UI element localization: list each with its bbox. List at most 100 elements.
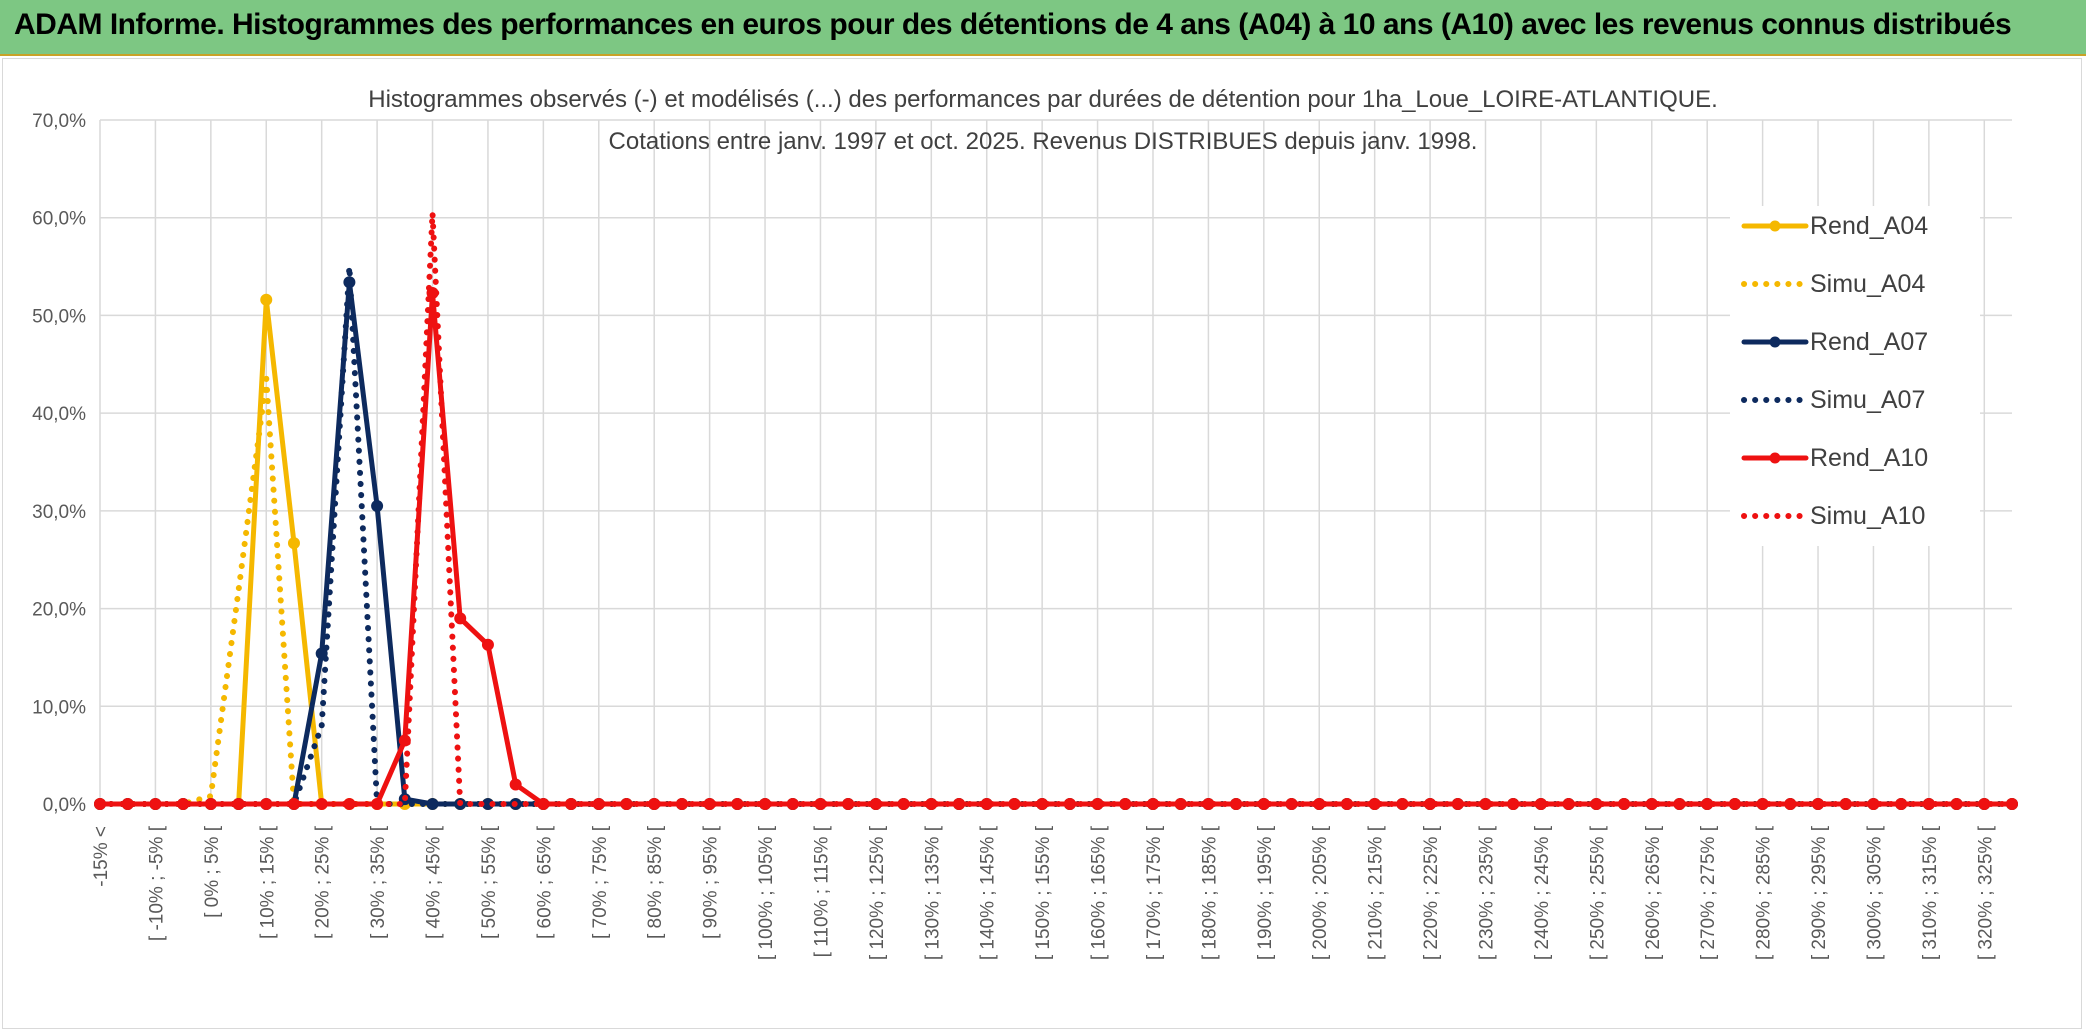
data-point-rend_a10 <box>592 798 605 810</box>
legend-item-rend_a04: Rend_A04 <box>1730 206 1980 246</box>
x-tick-label: [ 170% ; 175% [ <box>1144 825 1165 960</box>
data-point-rend_a10 <box>1812 798 1825 810</box>
x-tick-label: [ 250% ; 255% [ <box>1587 825 1608 960</box>
data-point-rend_a10 <box>1784 798 1797 810</box>
legend-label: Rend_A04 <box>1810 212 1929 240</box>
data-point-rend_a10 <box>1451 798 1464 810</box>
x-tick-label: [ 110% ; 115% [ <box>811 825 832 957</box>
data-point-rend_a07 <box>426 798 439 810</box>
data-point-rend_a10 <box>1756 798 1769 810</box>
legend-label: Simu_A07 <box>1810 386 1926 414</box>
x-tick-label: [ 60% ; 65% [ <box>534 825 555 939</box>
data-point-rend_a10 <box>509 778 522 791</box>
x-tick-label: [ 150% ; 155% [ <box>1033 825 1054 960</box>
series-line-rend_a10 <box>97 290 2015 807</box>
data-point-rend_a10 <box>1978 798 1991 810</box>
x-tick-label: [ 220% ; 225% [ <box>1421 825 1442 960</box>
x-tick-label: [ 190% ; 195% [ <box>1255 825 1276 960</box>
data-point-rend_a07 <box>343 276 356 289</box>
legend-item-rend_a07: Rend_A07 <box>1730 322 1980 362</box>
data-point-rend_a10 <box>980 798 993 810</box>
data-point-rend_a10 <box>1119 798 1132 810</box>
data-point-rend_a10 <box>842 798 855 810</box>
data-point-rend_a10 <box>1230 798 1243 810</box>
chart-frame <box>2 58 2082 1029</box>
chart-legend: Rend_A04 Simu_A04 Rend_A07 Simu_A07 Rend_A10… <box>1730 206 1980 546</box>
x-tick-label: [ 310% ; 315% [ <box>1920 825 1941 960</box>
legend-swatch <box>1741 397 1809 403</box>
data-point-rend_a10 <box>398 734 411 747</box>
data-point-rend_a10 <box>177 798 190 810</box>
data-point-rend_a07 <box>315 647 328 660</box>
x-tick-label: [ 130% ; 135% [ <box>922 825 943 960</box>
legend-item-rend_a10: Rend_A10 <box>1730 438 1980 478</box>
series-line-simu_a07 <box>97 263 2015 807</box>
legend-item-simu_a10: Simu_A10 <box>1730 496 1980 536</box>
data-point-rend_a10 <box>1895 798 1908 810</box>
data-point-rend_a10 <box>1424 798 1437 810</box>
data-point-rend_a10 <box>703 798 716 810</box>
data-point-rend_a10 <box>1008 798 1021 810</box>
series-line-rend_a04 <box>97 297 2015 807</box>
data-point-rend_a10 <box>565 798 578 810</box>
x-tick-label: [ 0% ; 5% [ <box>202 825 223 918</box>
data-point-rend_a04 <box>260 293 273 306</box>
legend-swatch <box>1741 220 1809 232</box>
x-tick-label: [ 210% ; 215% [ <box>1366 825 1387 960</box>
x-tick-label: [ 70% ; 75% [ <box>590 825 611 939</box>
x-tick-label: [ 230% ; 235% [ <box>1477 825 1498 960</box>
data-point-rend_a10 <box>648 798 661 810</box>
data-point-rend_a10 <box>1479 798 1492 810</box>
data-point-rend_a10 <box>121 798 134 810</box>
data-point-rend_a10 <box>1867 798 1880 810</box>
data-point-rend_a10 <box>1839 798 1852 810</box>
data-point-rend_a10 <box>260 798 273 810</box>
data-point-rend_a10 <box>204 798 217 810</box>
data-point-rend_a10 <box>315 798 328 810</box>
data-point-rend_a04 <box>287 537 300 550</box>
x-tick-label: [ 30% ; 35% [ <box>368 825 389 939</box>
data-point-rend_a10 <box>814 798 827 810</box>
data-point-rend_a10 <box>620 798 633 810</box>
x-tick-label: [ 40% ; 45% [ <box>424 825 445 939</box>
x-tick-label: [ 260% ; 265% [ <box>1643 825 1664 960</box>
data-point-rend_a10 <box>1091 798 1104 810</box>
data-point-rend_a10 <box>1507 798 1520 810</box>
legend-label: Rend_A10 <box>1810 444 1929 472</box>
x-tick-label: [ 280% ; 285% [ <box>1754 825 1775 960</box>
y-tick-label: 0,0% <box>43 795 86 816</box>
data-point-rend_a10 <box>1922 798 1935 810</box>
legend-swatch <box>1741 452 1809 464</box>
data-point-rend_a10 <box>426 286 439 299</box>
data-point-rend_a10 <box>232 798 245 810</box>
data-point-rend_a10 <box>149 798 162 810</box>
x-tick-label: [ 160% ; 165% [ <box>1089 825 1110 960</box>
data-point-rend_a10 <box>1340 798 1353 810</box>
y-tick-label: 10,0% <box>32 697 86 718</box>
data-point-rend_a10 <box>1063 798 1076 810</box>
data-point-rend_a10 <box>371 798 384 810</box>
x-tick-label: [ 320% ; 325% [ <box>1975 825 1996 960</box>
data-point-rend_a10 <box>1146 798 1159 810</box>
chart-subtitle: Cotations entre janv. 1997 et oct. 2025.… <box>608 128 1478 155</box>
data-point-rend_a10 <box>1174 798 1187 810</box>
y-tick-label: 40,0% <box>32 404 86 425</box>
data-point-rend_a10 <box>1202 798 1215 810</box>
x-tick-label: [ 140% ; 145% [ <box>978 825 999 960</box>
y-tick-label: 60,0% <box>32 209 86 230</box>
report-title: ADAM Informe. Histogrammes des performan… <box>14 8 2012 41</box>
legend-label: Rend_A07 <box>1810 328 1929 356</box>
x-tick-label: [ -10% ; -5% [ <box>146 825 167 941</box>
x-tick-label: [ 80% ; 85% [ <box>645 825 666 939</box>
data-point-rend_a10 <box>1368 798 1381 810</box>
data-point-rend_a10 <box>869 798 882 810</box>
data-point-rend_a10 <box>1645 798 1658 810</box>
series-line-rend_a07 <box>97 279 2015 807</box>
x-tick-label: [ 180% ; 185% [ <box>1199 825 1220 960</box>
report-banner: ADAM Informe. Histogrammes des performan… <box>0 0 2086 56</box>
x-tick-label: [ 300% ; 305% [ <box>1864 825 1885 960</box>
legend-swatch <box>1741 336 1809 348</box>
x-tick-label: [ 270% ; 275% [ <box>1698 825 1719 960</box>
data-point-rend_a10 <box>731 798 744 810</box>
